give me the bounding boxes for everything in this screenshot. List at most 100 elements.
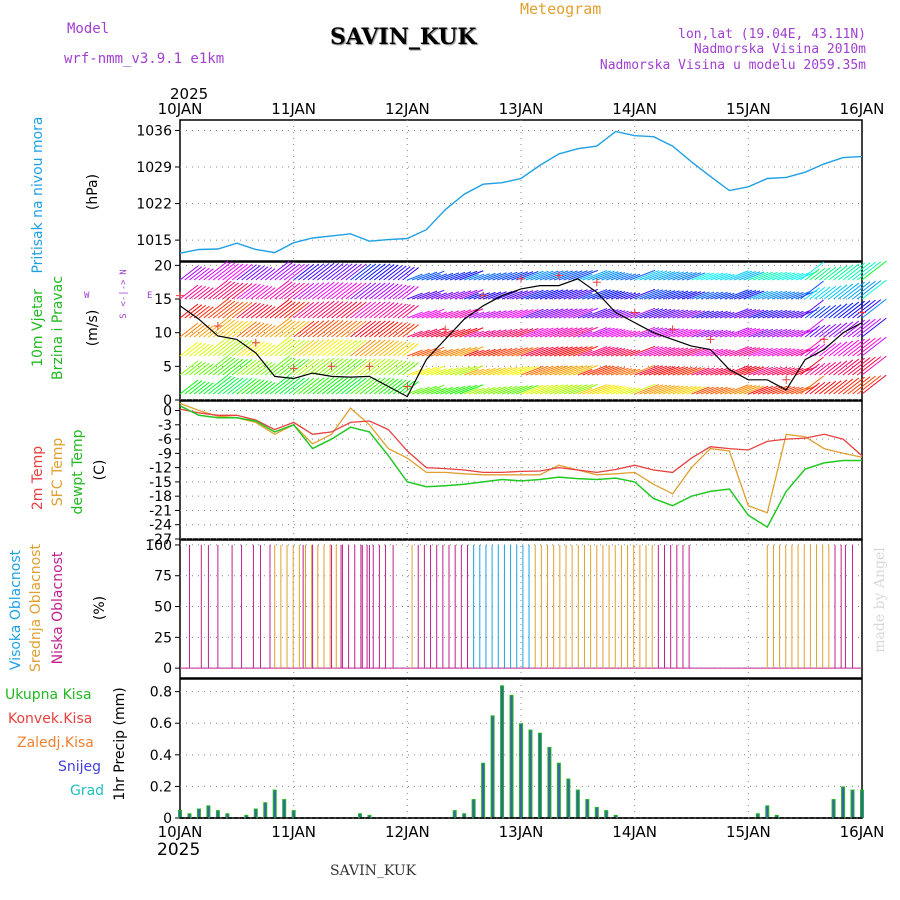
wind-barb — [407, 311, 423, 319]
ytick-label-temperature: -15 — [149, 475, 172, 491]
wind-barb — [549, 289, 573, 300]
wind-barb — [653, 309, 676, 319]
wind-speed-line — [179, 278, 863, 398]
wind-label-2: Brzina i Pravac — [50, 276, 66, 380]
wind-barb — [426, 387, 441, 395]
model-label: Model — [67, 21, 109, 37]
wind-barb — [757, 347, 778, 357]
wind-barb — [312, 300, 335, 319]
wind-barb — [639, 327, 664, 338]
wind-barb — [416, 309, 438, 319]
temp-2m-line — [179, 408, 863, 474]
wind-barb — [861, 260, 887, 281]
snow-bar — [197, 809, 200, 818]
wind-barb — [279, 282, 301, 300]
ytick-label-clouds: 100 — [145, 538, 172, 554]
wind-barb — [842, 338, 865, 357]
wind-barb — [487, 367, 507, 376]
wind-barb — [397, 323, 415, 338]
wind-barb — [397, 342, 415, 357]
wind-barb — [411, 348, 431, 357]
ytick-label-pressure: 1022 — [136, 197, 172, 213]
wind-barb — [842, 300, 865, 319]
wind-barb — [397, 380, 415, 395]
wind-barb — [335, 358, 358, 376]
wind-barb — [378, 321, 399, 338]
wind-barb — [340, 320, 362, 338]
wind-barb — [245, 341, 265, 357]
wind-barb — [535, 365, 559, 376]
wind-barb — [672, 271, 693, 281]
snow-bar — [548, 747, 551, 818]
wind-barb — [255, 305, 273, 319]
snow-bar — [226, 814, 229, 818]
wind-barb — [208, 356, 232, 376]
wind-barb — [203, 260, 229, 281]
panel-clouds: 100 75 50 25 0 — [145, 538, 863, 679]
wind-barb — [776, 348, 796, 357]
gust-mark — [327, 362, 336, 371]
wind-barb — [525, 384, 549, 395]
wind-barb — [473, 311, 491, 319]
wind-barb — [473, 330, 491, 338]
ytick-label-wind: 15 — [154, 292, 172, 308]
wind-barb — [639, 346, 664, 357]
wind-barb — [241, 302, 261, 319]
ytick-label-precip: 0.2 — [150, 779, 172, 795]
wind-barb — [743, 290, 765, 300]
wind-barb — [520, 308, 544, 319]
wind-barb — [757, 271, 778, 281]
wind-barb — [771, 348, 792, 357]
wind-barb — [445, 290, 466, 300]
wind-barb — [677, 367, 697, 376]
wind-barb — [757, 366, 778, 376]
wind-barb — [402, 381, 419, 395]
wind-barb — [435, 367, 454, 376]
wind-barb — [856, 375, 882, 395]
wind-barb — [563, 308, 588, 319]
wind-barb — [227, 320, 248, 338]
wind-barb — [691, 329, 710, 338]
wind-barb — [335, 320, 358, 338]
wind-barb — [274, 320, 296, 338]
wind-barb — [340, 282, 362, 300]
snow-bar — [472, 800, 475, 818]
wind-barb — [359, 358, 381, 376]
wind-barb — [748, 271, 769, 281]
wind-barb — [298, 263, 320, 281]
wind-barb — [696, 329, 715, 338]
wind-barb — [269, 319, 293, 338]
wind-barb — [662, 385, 684, 395]
wind-barb — [653, 385, 676, 395]
snow-bar — [264, 803, 267, 818]
wind-barb — [587, 384, 611, 395]
wind-barb — [279, 358, 301, 376]
wind-barb — [222, 282, 244, 300]
wind-barb — [326, 263, 349, 281]
wind-barb — [591, 365, 615, 376]
wind-barb — [255, 324, 273, 338]
ytick-label-precip: 0 — [163, 811, 172, 827]
wind-barb — [184, 323, 203, 338]
wind-barb — [426, 311, 441, 319]
wind-barb — [748, 328, 769, 338]
wind-barb — [445, 347, 466, 357]
wind-barb — [587, 327, 611, 338]
wind-barb — [719, 273, 735, 281]
wind-barb — [189, 343, 206, 357]
wind-barb — [449, 309, 472, 319]
gust-mark — [554, 271, 563, 280]
wind-barb — [681, 386, 702, 395]
wind-barb — [577, 311, 593, 319]
wind-barb — [776, 367, 796, 376]
wind-barb — [677, 291, 697, 300]
wind-barb — [767, 328, 788, 338]
wind-barb — [662, 366, 684, 376]
wind-barb — [440, 386, 460, 395]
wind-barb — [435, 310, 454, 319]
wind-barb — [639, 289, 664, 300]
wind-barb — [283, 301, 305, 319]
wind-barb — [700, 291, 719, 300]
wind-barb — [606, 272, 626, 281]
wind-barb — [454, 270, 478, 281]
